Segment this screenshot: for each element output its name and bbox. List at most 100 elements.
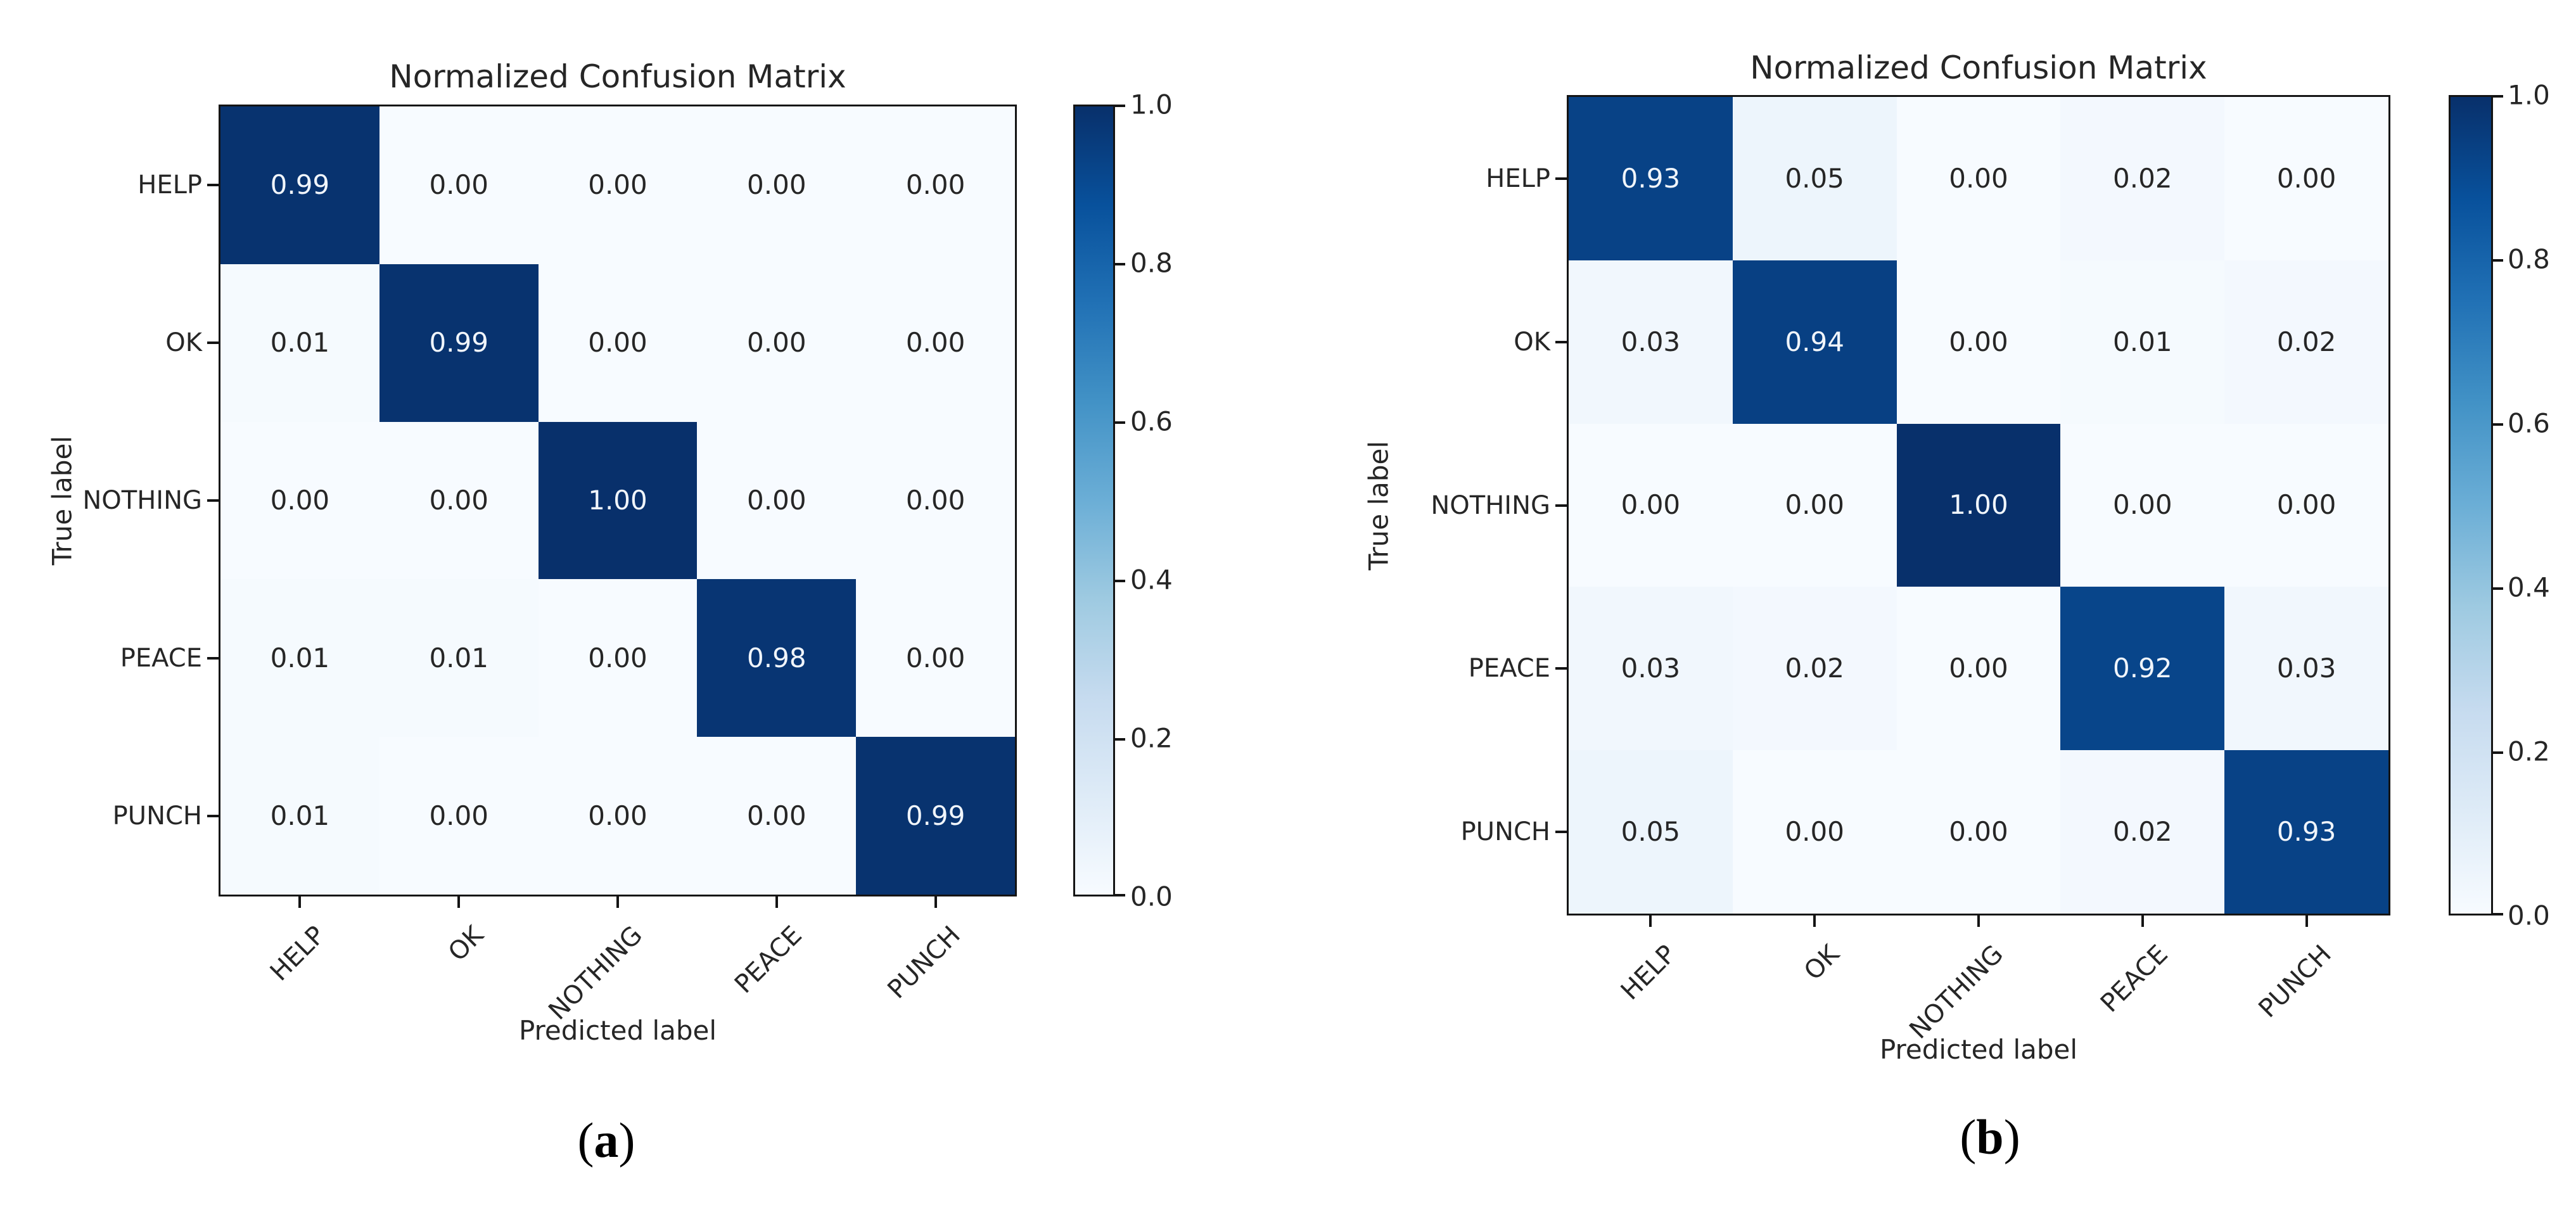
colorbar-tick-label: 1.0 (1130, 89, 1173, 120)
matrix-cell: 0.01 (220, 264, 379, 422)
y-axis-tick (1555, 667, 1567, 670)
y-tick-label: PUNCH (112, 801, 202, 831)
y-axis-tick (207, 499, 219, 502)
y-axis-tick (1555, 504, 1567, 507)
matrix-cell: 0.02 (2224, 260, 2388, 424)
chart-title-a: Normalized Confusion Matrix (389, 58, 846, 95)
matrix-cell: 0.00 (697, 421, 857, 580)
matrix-cell: 0.00 (379, 106, 539, 264)
matrix-cell: 0.02 (2060, 750, 2225, 914)
x-tick-label: NOTHING (1904, 940, 2010, 1045)
y-axis-tick (1555, 340, 1567, 343)
y-axis-tick (1555, 177, 1567, 180)
caption-paren-open: ( (1960, 1109, 1977, 1164)
colorbar-a (1073, 105, 1115, 896)
matrix-cell: 0.00 (379, 421, 539, 580)
caption-letter: a (594, 1113, 619, 1168)
y-tick-label: PEACE (1468, 654, 1550, 684)
matrix-cell: 0.00 (1896, 750, 2061, 914)
matrix-cell: 0.00 (856, 106, 1015, 264)
matrix-cell: 0.00 (2224, 97, 2388, 260)
x-tick-label: OK (1799, 940, 1846, 986)
x-axis-tick (2305, 915, 2308, 927)
subfigure-caption-a: (a) (578, 1112, 635, 1169)
matrix-cell: 0.01 (379, 579, 539, 737)
x-axis-tick (298, 896, 302, 908)
y-axis-tick (207, 814, 219, 817)
matrix-cell: 0.02 (1732, 587, 1897, 751)
matrix-cell: 0.00 (1732, 423, 1897, 587)
matrix-cell: 0.98 (697, 579, 857, 737)
matrix-cell: 0.99 (220, 106, 379, 264)
matrix-cell: 0.00 (697, 737, 857, 895)
caption-letter: b (1976, 1109, 2004, 1164)
colorbar-tick (1115, 580, 1125, 582)
x-tick-label: PUNCH (2253, 940, 2338, 1024)
caption-paren-close: ) (2003, 1109, 2020, 1164)
matrix-cell: 0.05 (1569, 750, 1733, 914)
y-tick-label: NOTHING (82, 486, 202, 515)
matrix-cell: 0.01 (220, 579, 379, 737)
colorbar-tick (1115, 894, 1125, 896)
colorbar-b (2449, 95, 2493, 915)
colorbar-tick (1115, 421, 1125, 424)
matrix-cell: 0.05 (1732, 97, 1897, 260)
x-axis-tick (1977, 915, 1980, 927)
colorbar-tick (2493, 913, 2503, 915)
matrix-cell: 0.00 (1896, 587, 2061, 751)
matrix-cell: 0.00 (856, 579, 1015, 737)
matrix-cell: 0.00 (1896, 260, 2061, 424)
colorbar-tick-label: 0.4 (2508, 571, 2550, 603)
x-tick-label: NOTHING (543, 921, 649, 1026)
y-axis-tick (207, 341, 219, 345)
matrix-cell: 0.00 (538, 579, 698, 737)
matrix-cell: 0.00 (856, 264, 1015, 422)
matrix-cell: 0.94 (1732, 260, 1897, 424)
colorbar-tick-label: 0.6 (2508, 407, 2550, 439)
matrix-cell: 0.93 (2224, 750, 2388, 914)
matrix-cell: 0.93 (1569, 97, 1733, 260)
colorbar-tick-label: 0.6 (1130, 405, 1173, 437)
x-tick-label: HELP (1615, 940, 1681, 1006)
matrix-cell: 0.00 (220, 421, 379, 580)
matrix-cell: 0.01 (2060, 260, 2225, 424)
y-axis-tick (1555, 831, 1567, 834)
matrix-cell: 0.00 (379, 737, 539, 895)
y-tick-label: HELP (1486, 163, 1550, 193)
subfigure-caption-b: (b) (1960, 1109, 2020, 1166)
y-axis-tick (207, 184, 219, 187)
y-tick-label: OK (1514, 327, 1550, 357)
colorbar-tick-label: 0.2 (1130, 722, 1173, 754)
colorbar-tick-label: 0.4 (1130, 564, 1173, 596)
colorbar-tick (2493, 587, 2503, 590)
colorbar-tick (1115, 105, 1125, 107)
chart-title-b: Normalized Confusion Matrix (1750, 49, 2207, 86)
matrix-cell: 0.03 (2224, 587, 2388, 751)
colorbar-tick (2493, 751, 2503, 754)
y-tick-label: NOTHING (1431, 490, 1550, 520)
matrix-cell: 0.99 (856, 737, 1015, 895)
matrix-cell: 0.03 (1569, 587, 1733, 751)
y-tick-label: PUNCH (1460, 817, 1550, 847)
x-tick-label: PEACE (2095, 940, 2174, 1018)
x-axis-tick (457, 896, 461, 908)
matrix-cell: 1.00 (1896, 423, 2061, 587)
x-axis-tick (1813, 915, 1816, 927)
caption-paren-close: ) (618, 1113, 635, 1168)
confusion-matrix-a: 0.99 0.00 0.00 0.00 0.00 0.01 0.99 0.00 0.00 0.00… (219, 105, 1017, 896)
colorbar-tick (1115, 738, 1125, 741)
matrix-cell: 0.03 (1569, 260, 1733, 424)
colorbar-tick (2493, 95, 2503, 98)
y-axis-label-b: True label (1363, 440, 1394, 570)
x-axis-tick (2141, 915, 2144, 927)
confusion-matrix-b: 0.93 0.05 0.00 0.02 0.00 0.03 0.94 0.00 0.01 0.02… (1567, 95, 2390, 915)
x-tick-label: PUNCH (882, 921, 967, 1005)
y-axis-label-a: True label (46, 435, 78, 566)
colorbar-tick-label: 0.8 (2508, 243, 2550, 275)
matrix-cell: 0.00 (697, 106, 857, 264)
colorbar-tick (1115, 263, 1125, 265)
matrix-cell: 0.00 (856, 421, 1015, 580)
matrix-cell: 0.00 (538, 264, 698, 422)
matrix-cell: 0.92 (2060, 587, 2225, 751)
matrix-cell: 0.00 (1569, 423, 1733, 587)
